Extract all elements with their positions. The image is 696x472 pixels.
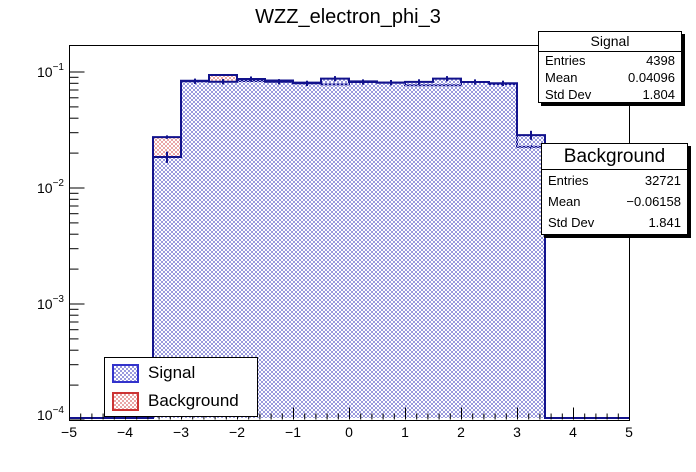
- svg-text:2: 2: [457, 424, 465, 440]
- stats-value: −0.06158: [626, 194, 681, 209]
- stats-label: Entries: [545, 53, 586, 68]
- legend-label-signal: Signal: [148, 363, 196, 382]
- stats-row: Mean 0.04096: [539, 69, 681, 86]
- stats-value: 1.804: [642, 87, 675, 102]
- stats-box-signal: Signal Entries 4398 Mean 0.04096 Std Dev…: [538, 31, 682, 103]
- stats-row: Std Dev 1.841: [542, 212, 687, 233]
- svg-text:4: 4: [569, 424, 577, 440]
- stats-row: Entries 4398: [539, 52, 681, 69]
- stats-label: Mean: [548, 194, 581, 209]
- legend-label-background: Background: [148, 391, 239, 410]
- stats-label: Std Dev: [545, 87, 592, 102]
- stats-row: Mean −0.06158: [542, 191, 687, 212]
- legend-item-signal: Signal: [112, 361, 195, 385]
- stats-label: Std Dev: [548, 215, 595, 230]
- svg-text:10−1: 10−1: [37, 62, 64, 80]
- signal-swatch: [112, 363, 139, 383]
- page-title: WZZ_electron_phi_3: [255, 6, 441, 28]
- svg-text:0: 0: [345, 424, 353, 440]
- stats-box-background: Background Entries 32721 Mean −0.06158 S…: [541, 143, 688, 235]
- stats-row: Std Dev 1.804: [539, 86, 681, 103]
- svg-text:1: 1: [401, 424, 409, 440]
- svg-text:5: 5: [625, 424, 633, 440]
- svg-text:10−4: 10−4: [37, 405, 64, 423]
- stats-label: Mean: [545, 70, 578, 85]
- stats-row: Entries 32721: [542, 170, 687, 191]
- svg-text:−4: −4: [117, 424, 133, 440]
- svg-text:3: 3: [513, 424, 521, 440]
- legend-item-background: Background: [112, 389, 239, 413]
- svg-text:−2: −2: [229, 424, 245, 440]
- legend: Signal Background: [104, 357, 258, 417]
- background-swatch: [112, 391, 139, 411]
- svg-text:10−3: 10−3: [37, 294, 64, 312]
- stats-value: 32721: [644, 173, 681, 188]
- svg-text:−5: −5: [61, 424, 77, 440]
- stats-box-background-title: Background: [542, 144, 687, 170]
- stats-value: 4398: [646, 53, 675, 68]
- stats-value: 0.04096: [628, 70, 675, 85]
- svg-text:−1: −1: [285, 424, 301, 440]
- svg-text:10−2: 10−2: [37, 178, 64, 196]
- stats-box-signal-title: Signal: [539, 32, 681, 52]
- stats-label: Entries: [548, 173, 589, 188]
- histogram-layer: [69, 74, 629, 419]
- stats-value: 1.841: [648, 215, 681, 230]
- svg-text:−3: −3: [173, 424, 189, 440]
